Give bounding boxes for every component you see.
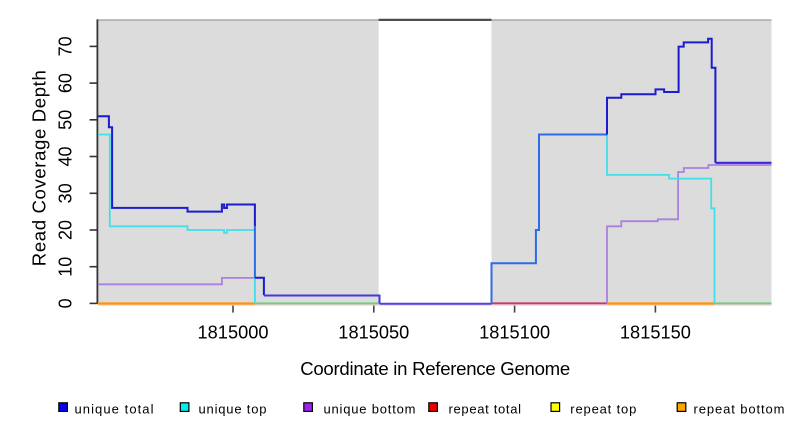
svg-text:1815100: 1815100 <box>479 322 550 342</box>
svg-text:unique bottom: unique bottom <box>324 401 416 416</box>
svg-text:50: 50 <box>56 110 76 130</box>
svg-text:20: 20 <box>56 220 76 240</box>
svg-text:0: 0 <box>56 298 76 308</box>
svg-text:repeat total: repeat total <box>449 401 522 416</box>
svg-text:70: 70 <box>56 36 76 56</box>
svg-text:unique total: unique total <box>75 401 154 416</box>
svg-text:1815000: 1815000 <box>198 322 269 342</box>
svg-text:30: 30 <box>56 183 76 203</box>
svg-text:10: 10 <box>56 257 76 277</box>
svg-text:Read Coverage Depth: Read Coverage Depth <box>28 70 49 266</box>
svg-text:1815150: 1815150 <box>620 322 691 342</box>
svg-text:60: 60 <box>56 73 76 93</box>
svg-text:unique top: unique top <box>199 401 267 416</box>
svg-text:repeat bottom: repeat bottom <box>694 401 785 416</box>
svg-text:40: 40 <box>56 146 76 166</box>
svg-text:Coordinate in Reference Genome: Coordinate in Reference Genome <box>300 358 570 379</box>
svg-text:1815050: 1815050 <box>338 322 409 342</box>
svg-text:repeat top: repeat top <box>570 401 636 416</box>
